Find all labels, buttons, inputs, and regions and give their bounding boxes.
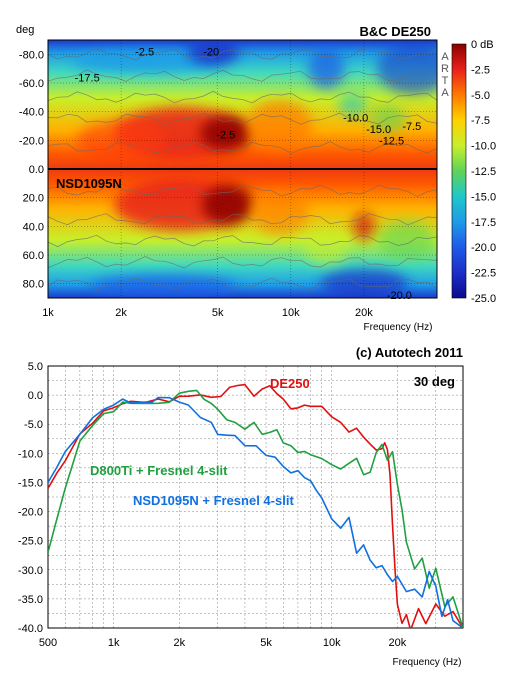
colorbar — [451, 43, 467, 299]
line-series-group — [48, 383, 463, 628]
contour-line — [48, 213, 437, 226]
colorbar-tick-label: -10.0 — [471, 141, 496, 153]
heatmap-y-tick-label: -60.0 — [19, 78, 44, 90]
colorbar-tick-label: -7.5 — [471, 115, 490, 127]
line-chart-header: (c) Autotech 2011 — [356, 345, 463, 360]
heatmap-region-5 — [202, 184, 254, 225]
colorbar-tick-label: -17.5 — [471, 217, 496, 229]
line-annotation: 30 deg — [414, 374, 455, 389]
contour-label: -2.5 — [135, 46, 154, 58]
colorbar-tick-label: 0 dB — [471, 39, 494, 51]
contour-label: -10.0 — [343, 112, 368, 124]
series-line-1 — [48, 389, 463, 628]
heatmap-region-2 — [77, 120, 165, 161]
series-label-0: DE250 — [270, 376, 310, 391]
line-x-axis-label: Frequency (Hz) — [393, 657, 462, 668]
heatmap-y-tick-label: -80.0 — [19, 49, 44, 61]
colorbar-tick-label: -25.0 — [471, 293, 496, 305]
heatmap-region-6 — [250, 189, 309, 235]
heatmap-y-tick-label: 20.0 — [23, 193, 44, 205]
colorbar-tick-label: -15.0 — [471, 191, 496, 203]
heatmap-region-3 — [246, 100, 313, 152]
contour-line — [48, 234, 437, 248]
contour-label: -20.0 — [387, 290, 412, 302]
heatmap-region-8 — [71, 50, 218, 73]
contour-label: -2.5 — [216, 130, 235, 142]
contour-line — [48, 90, 437, 104]
line-y-tick-label: -30.0 — [18, 565, 43, 577]
heatmap-y-tick-label: -40.0 — [19, 107, 44, 119]
heatmap-region-15 — [90, 275, 237, 298]
line-x-tick-label: 1k — [108, 637, 120, 649]
line-x-tick-label: 5k — [260, 637, 272, 649]
line-x-tick-label: 20k — [388, 637, 406, 649]
heatmap-region-11 — [376, 42, 437, 95]
contour-line — [48, 48, 437, 61]
contour-label: -7.5 — [402, 121, 421, 133]
contour-line — [48, 277, 437, 290]
heatmap-y-tick-label: -20.0 — [19, 135, 44, 147]
contour-line — [48, 141, 437, 154]
watermark-letter: R — [441, 63, 449, 75]
line-chart-frame — [47, 365, 464, 629]
heatmap-region-17 — [304, 230, 349, 266]
watermark-letter: A — [441, 51, 449, 63]
line-y-tick-label: -15.0 — [18, 477, 43, 489]
contour-label: -15.0 — [366, 124, 391, 136]
heatmap-y-tick-label: 0.0 — [29, 164, 44, 176]
line-y-tick-label: -25.0 — [18, 536, 43, 548]
heatmap-x-tick-label: 20k — [355, 307, 373, 319]
contour-label: -20 — [203, 46, 219, 58]
heatmap-region-9 — [187, 40, 239, 66]
line-x-tick-label: 10k — [323, 637, 341, 649]
watermark-letter: T — [442, 75, 449, 87]
watermark-letter: A — [441, 87, 449, 99]
heatmap-x-axis-label: Frequency (Hz) — [364, 322, 433, 333]
heatmap-region-16 — [377, 220, 436, 261]
heatmap-region-12 — [338, 93, 368, 116]
colorbar-tick-label: -20.0 — [471, 242, 496, 254]
line-y-tick-label: 5.0 — [28, 361, 43, 373]
series-label-2: NSD1095N + Fresnel 4-slit — [133, 493, 294, 508]
heatmap-x-tick-label: 1k — [42, 307, 54, 319]
contour-line — [48, 184, 437, 197]
line-x-tick-label: 2k — [173, 637, 185, 649]
heatmap-x-tick-label: 2k — [115, 307, 127, 319]
contour-label: -17.5 — [75, 72, 100, 84]
line-y-tick-label: -10.0 — [18, 448, 43, 460]
heatmap-x-tick-label: 10k — [282, 307, 300, 319]
heatmap-title: B&C DE250 — [359, 24, 431, 39]
colorbar-tick-label: -22.5 — [471, 268, 496, 280]
heatmap-y-axis-label: deg — [16, 24, 34, 36]
series-line-2 — [48, 396, 463, 628]
line-x-tick-label: 500 — [39, 637, 57, 649]
colorbar-tick-label: -2.5 — [471, 64, 490, 76]
heatmap-frame — [47, 39, 438, 299]
line-y-tick-label: 0.0 — [28, 390, 43, 402]
line-y-tick-label: -20.0 — [18, 507, 43, 519]
heatmap-y-tick-label: 40.0 — [23, 221, 44, 233]
contour-line — [48, 69, 437, 82]
colorbar-tick-label: -12.5 — [471, 166, 496, 178]
series-label-1: D800Ti + Fresnel 4-slit — [90, 463, 228, 478]
heatmap-y-tick-label: 60.0 — [23, 250, 44, 262]
line-y-tick-label: -35.0 — [18, 594, 43, 606]
heatmap-y-tick-label: 80.0 — [23, 279, 44, 291]
contour-line — [48, 112, 437, 125]
contour-line — [48, 256, 437, 269]
heatmap-region-1 — [200, 115, 252, 151]
line-y-tick-label: -40.0 — [18, 623, 43, 635]
line-y-tick-label: -5.0 — [24, 419, 43, 431]
colorbar-tick-label: -5.0 — [471, 90, 490, 102]
contour-label: -12.5 — [379, 135, 404, 147]
heatmap-region-10 — [308, 48, 345, 89]
directivity-heatmap — [48, 40, 437, 298]
heatmap-x-tick-label: 5k — [212, 307, 224, 319]
heatmap-lower-label: NSD1095N — [56, 176, 122, 191]
